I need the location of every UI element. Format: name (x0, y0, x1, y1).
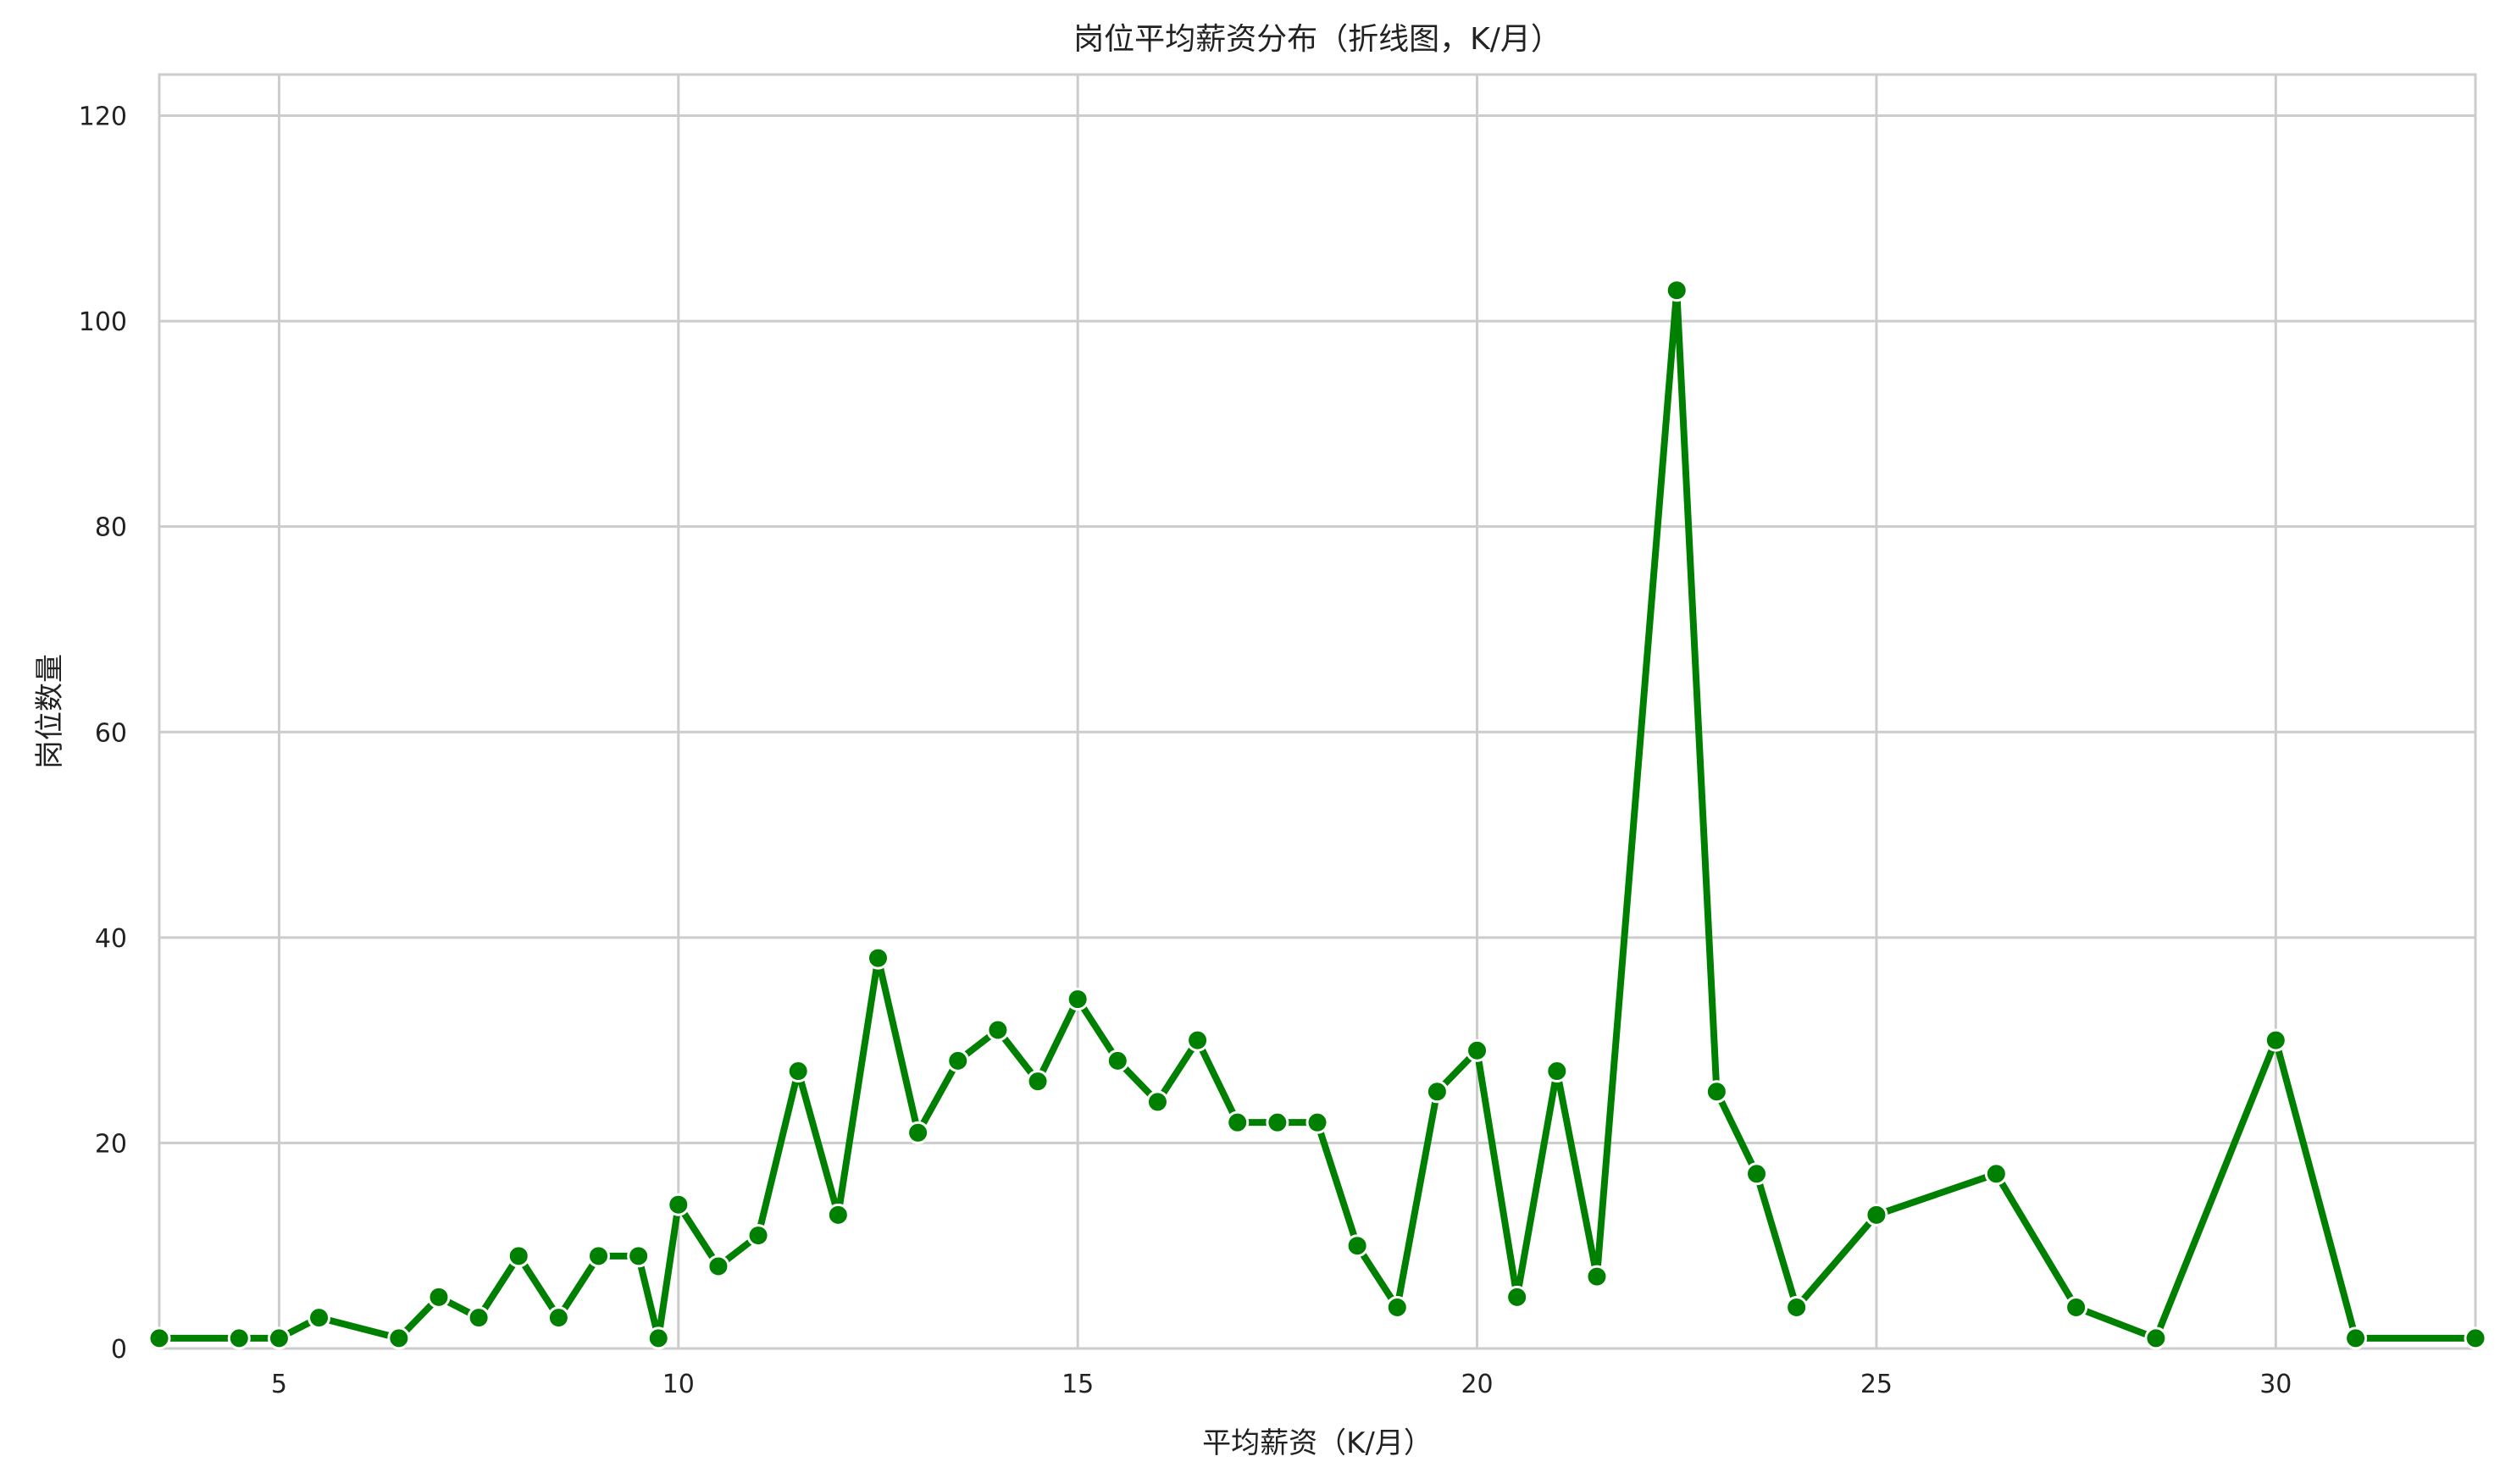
data-point (227, 1326, 251, 1350)
x-tick-label: 20 (1461, 1370, 1493, 1399)
series-line (156, 286, 2479, 1342)
data-point (507, 1244, 530, 1268)
data-point (1186, 1028, 1210, 1052)
x-tick-labels: 5 10 15 20 25 30 (271, 1370, 2292, 1399)
data-point (1665, 279, 1688, 302)
x-tick-label: 30 (2259, 1370, 2292, 1399)
x-axis-title: 平均薪资（K/月） (1202, 1426, 1433, 1460)
data-point (1345, 1234, 1369, 1258)
data-point (786, 1060, 810, 1083)
x-tick-label: 10 (662, 1370, 695, 1399)
data-point (667, 1193, 690, 1216)
data-point (2464, 1326, 2487, 1350)
data-point (1425, 1080, 1449, 1104)
plot-frame (158, 73, 2477, 1350)
data-point (866, 946, 890, 970)
data-point (906, 1121, 930, 1144)
data-point (147, 1326, 171, 1350)
data-point (1066, 988, 1089, 1011)
data-point (1585, 1265, 1609, 1288)
x-tick-label: 15 (1062, 1370, 1094, 1399)
data-point (1106, 1049, 1129, 1072)
data-point (1145, 1090, 1169, 1114)
data-point (1305, 1110, 1329, 1134)
x-tick-label: 5 (271, 1370, 287, 1399)
data-point (2264, 1028, 2287, 1052)
y-tick-label: 20 (95, 1129, 127, 1159)
y-axis-title: 岗位数量 (33, 654, 67, 769)
data-point (1226, 1110, 1250, 1134)
data-point (1545, 1060, 1569, 1083)
data-point (587, 1244, 611, 1268)
y-tick-label: 80 (95, 513, 127, 543)
data-point (646, 1326, 670, 1350)
data-point (1705, 1080, 1728, 1104)
y-tick-label: 100 (79, 307, 127, 337)
data-point (2344, 1326, 2368, 1350)
series-layer (156, 286, 2479, 1342)
data-point (986, 1018, 1010, 1042)
data-point (746, 1224, 770, 1248)
data-point (467, 1306, 491, 1330)
points-layer (147, 279, 2487, 1350)
data-point (627, 1244, 651, 1268)
data-point (267, 1326, 291, 1350)
data-point (308, 1306, 331, 1330)
data-point (1984, 1162, 2008, 1186)
data-point (826, 1203, 850, 1227)
data-point (1785, 1295, 1809, 1319)
data-point (1865, 1203, 1888, 1227)
data-point (707, 1254, 730, 1278)
data-point (427, 1285, 451, 1309)
y-tick-label: 0 (111, 1335, 127, 1365)
y-tick-label: 40 (95, 924, 127, 954)
y-tick-labels: 0 20 40 60 80 100 120 (79, 102, 127, 1365)
data-point (1505, 1285, 1529, 1309)
data-point (387, 1326, 411, 1350)
data-point (1466, 1038, 1489, 1062)
chart-title: 岗位平均薪资分布（折线图，K/月） (1073, 22, 1561, 57)
data-point (1745, 1162, 1769, 1186)
y-tick-label: 120 (79, 102, 127, 132)
data-point (2144, 1326, 2168, 1350)
data-point (546, 1306, 570, 1330)
data-point (1385, 1295, 1409, 1319)
grid (159, 75, 2475, 1350)
data-point (1266, 1110, 1289, 1134)
data-point (2065, 1295, 2088, 1319)
x-tick-label: 25 (1860, 1370, 1893, 1399)
y-tick-label: 60 (95, 718, 127, 748)
data-point (1026, 1070, 1050, 1094)
data-point (946, 1049, 970, 1072)
